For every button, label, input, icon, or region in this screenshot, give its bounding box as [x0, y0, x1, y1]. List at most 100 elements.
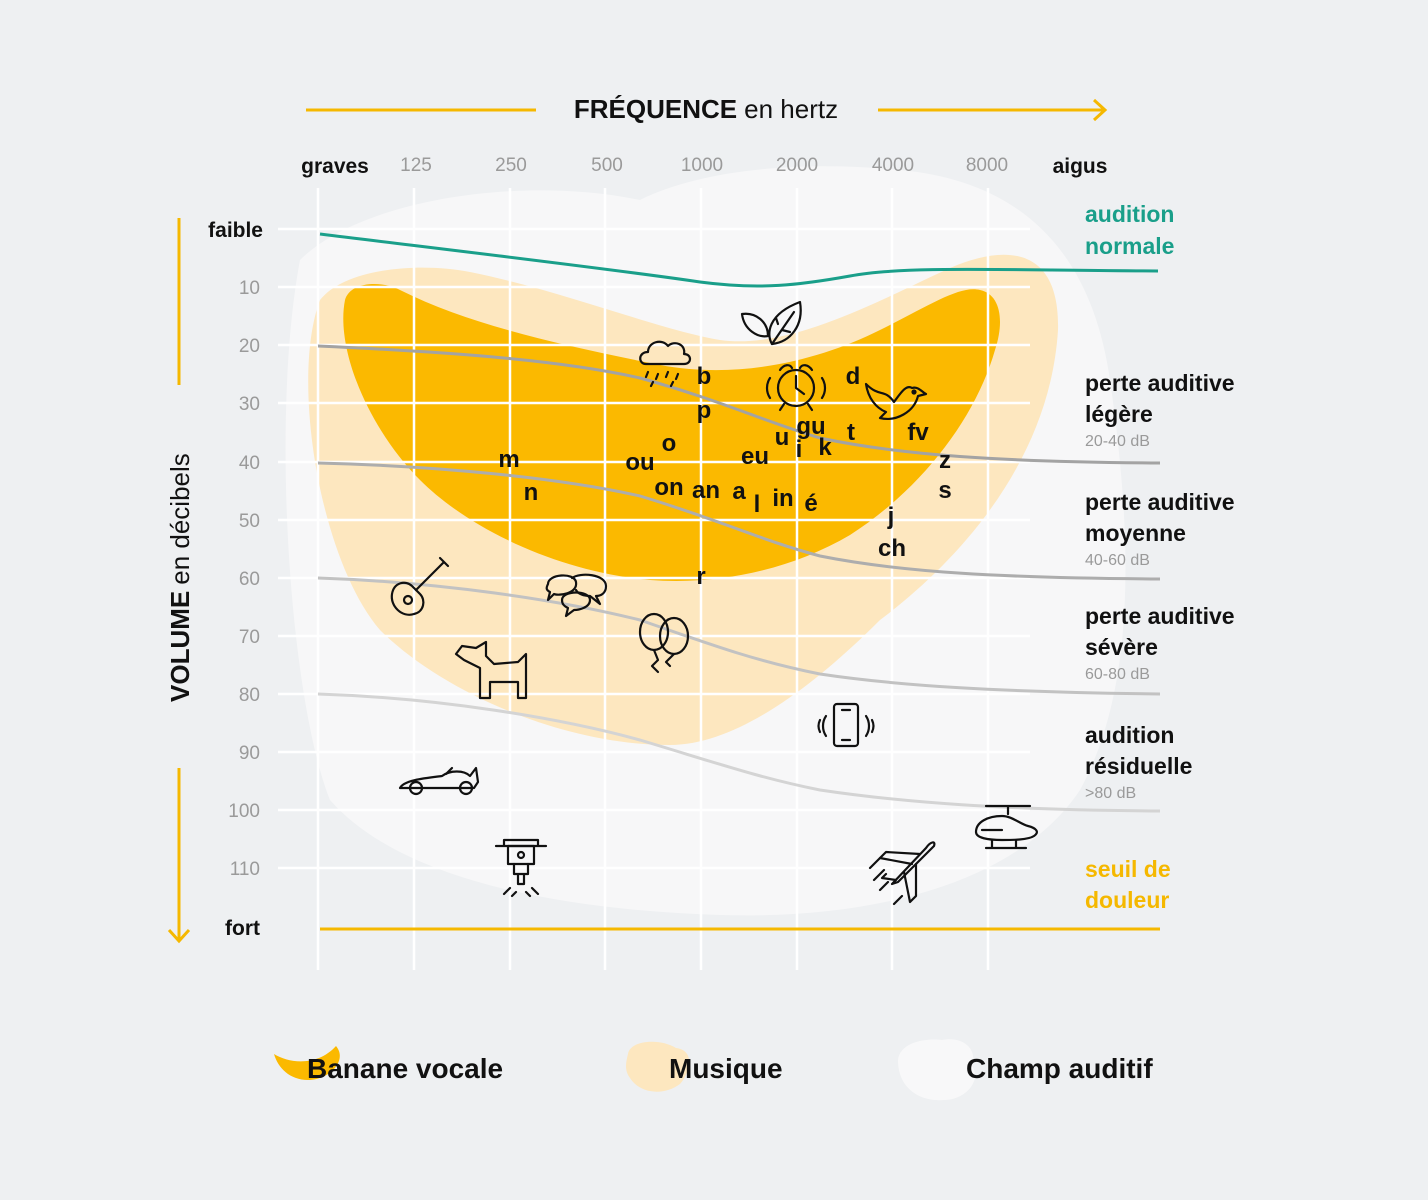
- zone-severe-line2: sévère: [1085, 634, 1158, 660]
- x-tick-label: 2000: [776, 155, 818, 176]
- residual-hearing-curve: [317, 692, 1161, 813]
- speech-bubbles-icon: [545, 573, 608, 618]
- phoneme-label: t: [847, 419, 855, 446]
- airplane-icon: [868, 841, 936, 906]
- phoneme-label: i: [796, 436, 803, 463]
- x-tick-label: 8000: [966, 155, 1008, 176]
- zone-medium-line1: perte auditive: [1085, 489, 1235, 515]
- zone-severe-line1: perte auditive: [1085, 603, 1235, 629]
- y-axis-ticks: 10 20 30 40 50 60 70 80 90 100 110: [228, 278, 260, 880]
- phoneme-label: on: [654, 474, 683, 501]
- y-axis-top-label: faible: [208, 219, 263, 242]
- legend-speech-banana-label: Banane vocale: [307, 1053, 503, 1084]
- frequency-title-rest: en hertz: [744, 94, 838, 124]
- x-tick-label: 500: [591, 155, 623, 176]
- y-axis-bottom-label: fort: [225, 917, 260, 940]
- helicopter-icon: [974, 804, 1038, 850]
- phoneme-label: eu: [741, 443, 769, 470]
- phoneme-label: z: [939, 447, 951, 474]
- jackhammer-icon: [494, 838, 548, 898]
- phoneme-label: gu: [796, 413, 825, 440]
- y-tick-label: 110: [230, 859, 260, 880]
- zone-medium-label: perte auditive moyenne 40-60 dB: [1085, 489, 1235, 569]
- y-tick-label: 30: [239, 394, 260, 415]
- y-tick-label: 50: [239, 511, 260, 532]
- legend-speech-banana-swatch: [274, 1046, 340, 1080]
- zone-medium-range: 40-60 dB: [1085, 552, 1150, 569]
- volume-title-rest: en décibels: [165, 453, 195, 585]
- phoneme-label: r: [696, 563, 705, 590]
- phoneme-label: p: [697, 397, 712, 424]
- volume-arrow-bottom: [167, 768, 191, 944]
- volume-title-bold: VOLUME: [165, 591, 195, 702]
- bird-icon: [864, 382, 928, 420]
- dog-icon: [454, 640, 528, 700]
- svg-text:VOLUMEen décibels: VOLUME en décibels: [165, 453, 195, 702]
- y-tick-label: 70: [239, 627, 260, 648]
- phoneme-label: k: [818, 434, 832, 461]
- x-axis-high-label: aigus: [1053, 155, 1108, 178]
- zone-severe-label: perte auditive sévère 60-80 dB: [1085, 603, 1235, 683]
- zone-light-range: 20-40 dB: [1085, 433, 1150, 450]
- phoneme-label: m: [498, 446, 519, 473]
- phoneme-label: a: [732, 478, 746, 505]
- y-tick-label: 60: [239, 569, 260, 590]
- vibrating-phone-icon: [817, 702, 875, 748]
- leaves-icon: [740, 300, 802, 346]
- x-axis-low-label: graves: [301, 155, 369, 178]
- horizontal-grid: [278, 227, 1030, 870]
- legend-music-swatch: [626, 1041, 690, 1092]
- phoneme-label: é: [804, 490, 817, 517]
- phoneme-label: u: [775, 424, 790, 451]
- zone-light-line1: perte auditive: [1085, 370, 1235, 396]
- light-loss-curve: [317, 344, 1161, 465]
- medium-loss-curve: [317, 461, 1161, 581]
- zone-light-label: perte auditive légère 20-40 dB: [1085, 370, 1235, 450]
- x-tick-label: 250: [495, 155, 527, 176]
- phoneme-label: fv: [907, 419, 929, 446]
- phoneme-label: in: [772, 485, 793, 512]
- zone-medium-line2: moyenne: [1085, 520, 1186, 546]
- phoneme-label: o: [662, 430, 677, 457]
- zone-pain-label: seuil de douleur: [1085, 856, 1171, 913]
- phoneme-label: l: [754, 491, 761, 518]
- frequency-arrow-right: [878, 98, 1108, 122]
- balloons-icon: [638, 612, 690, 674]
- phoneme-label: d: [846, 363, 861, 390]
- zone-normal-line2: normale: [1085, 233, 1174, 259]
- y-tick-label: 10: [239, 278, 260, 299]
- alarm-clock-icon: [765, 364, 827, 412]
- y-tick-label: 80: [239, 685, 260, 706]
- zone-light-line2: légère: [1085, 401, 1153, 427]
- legend-auditory-field-swatch: [898, 1039, 976, 1101]
- zone-normal-line1: audition: [1085, 201, 1174, 227]
- zone-normal-label: audition normale: [1085, 201, 1174, 259]
- zone-residual-line2: résiduelle: [1085, 753, 1192, 779]
- frequency-title-bold: FRÉQUENCE: [574, 94, 737, 124]
- phoneme-label: j: [887, 503, 895, 530]
- legend-music-label: Musique: [669, 1053, 783, 1084]
- guitar-icon: [390, 556, 450, 616]
- race-car-icon: [398, 766, 480, 796]
- x-axis-ticks: 125 250 500 1000 2000 4000 8000: [400, 155, 1008, 176]
- phoneme-label: ch: [878, 535, 906, 562]
- phoneme-label: ou: [625, 449, 654, 476]
- y-tick-label: 90: [239, 743, 260, 764]
- zone-residual-range: >80 dB: [1085, 785, 1136, 802]
- zone-residual-label: audition résiduelle >80 dB: [1085, 722, 1192, 802]
- phoneme-labels: b p d o ou gu u i k t fv eu z s m n on a…: [498, 363, 951, 590]
- y-tick-label: 20: [239, 336, 260, 357]
- zone-pain-line2: douleur: [1085, 887, 1169, 913]
- zone-residual-line1: audition: [1085, 722, 1174, 748]
- phoneme-label: b: [697, 363, 712, 390]
- normal-hearing-curve: [319, 232, 1159, 288]
- y-tick-label: 100: [228, 801, 260, 822]
- phoneme-label: n: [524, 479, 539, 506]
- x-tick-label: 1000: [681, 155, 723, 176]
- severe-loss-curve: [317, 576, 1161, 696]
- zone-severe-range: 60-80 dB: [1085, 666, 1150, 683]
- y-tick-label: 40: [239, 453, 260, 474]
- phoneme-label: an: [692, 477, 720, 504]
- rain-cloud-icon: [639, 340, 692, 388]
